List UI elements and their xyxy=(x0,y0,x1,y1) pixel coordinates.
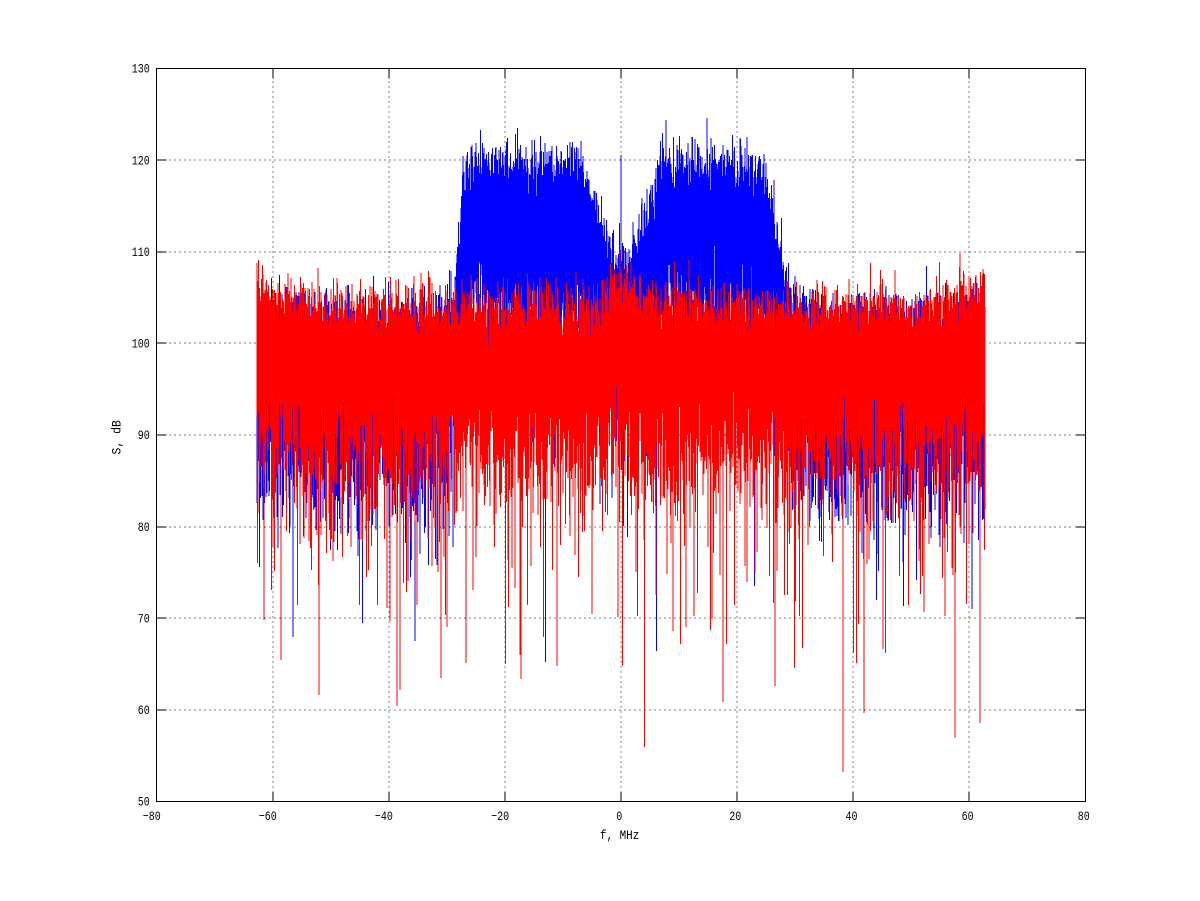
svg-text:20: 20 xyxy=(729,810,741,825)
svg-text:130: 130 xyxy=(132,63,150,78)
svg-text:60: 60 xyxy=(138,704,150,719)
svg-text:S, dB: S, dB xyxy=(110,420,125,454)
svg-text:120: 120 xyxy=(132,154,150,169)
svg-text:60: 60 xyxy=(962,810,974,825)
svg-text:70: 70 xyxy=(138,612,150,627)
svg-text:100: 100 xyxy=(132,338,150,353)
svg-text:−40: −40 xyxy=(375,810,393,825)
svg-text:50: 50 xyxy=(138,796,150,811)
svg-text:−60: −60 xyxy=(259,810,277,825)
svg-text:−80: −80 xyxy=(143,810,161,825)
svg-text:40: 40 xyxy=(845,810,857,825)
svg-text:f, MHz: f, MHz xyxy=(600,828,639,843)
svg-text:80: 80 xyxy=(138,521,150,536)
svg-text:110: 110 xyxy=(132,246,150,261)
svg-text:80: 80 xyxy=(1078,810,1090,825)
svg-text:90: 90 xyxy=(138,429,150,444)
svg-text:0: 0 xyxy=(616,810,622,825)
svg-text:−20: −20 xyxy=(491,810,509,825)
